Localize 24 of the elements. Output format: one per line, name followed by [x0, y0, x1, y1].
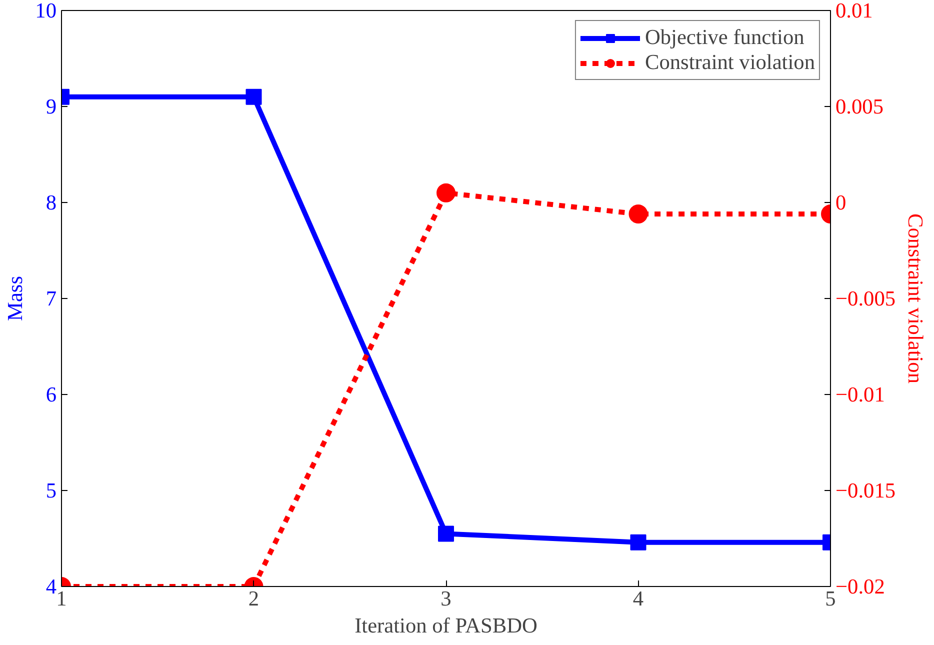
- y-tick-label: 8: [46, 190, 57, 214]
- x-tick-label: 4: [632, 586, 644, 610]
- y-tick-label: 6: [46, 382, 57, 406]
- x-tick-label: 1: [56, 586, 67, 610]
- legend-label: Objective function: [644, 25, 804, 50]
- y2-tick-label: −0.005: [836, 286, 896, 310]
- y2-tick-label: −0.015: [836, 478, 896, 502]
- y-tick-label: 9: [46, 94, 57, 118]
- y2-tick-label: −0.02: [836, 574, 885, 598]
- y2-tick-label: −0.01: [836, 382, 885, 406]
- y2-tick-label: 0.005: [836, 94, 884, 118]
- x-tick-label: 5: [825, 586, 836, 610]
- y-axis-title: Mass: [3, 276, 28, 322]
- y2-tick-label: 0.01: [836, 0, 873, 22]
- point: [438, 526, 454, 542]
- y-tick-label: 10: [35, 0, 56, 22]
- x-axis-title: Iteration of PASBDO: [354, 614, 538, 638]
- y-tick-label: 7: [46, 286, 57, 310]
- x-tick-label: 3: [440, 586, 452, 610]
- legend-label: Constraint violation: [644, 50, 815, 75]
- x-tick-label: 2: [248, 586, 260, 610]
- y-tick-label: 5: [46, 478, 57, 502]
- y2-axis-title: Constraint violation: [904, 213, 928, 384]
- y2-tick-label: 0: [836, 190, 846, 214]
